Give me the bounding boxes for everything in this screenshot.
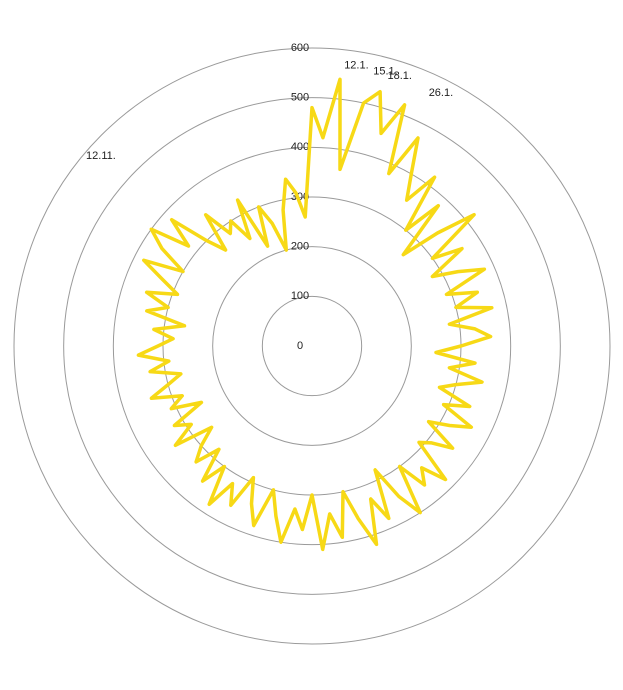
angle-label: 18.1. <box>388 70 412 82</box>
angle-label: 15.1. <box>373 66 397 78</box>
angle-label: 12.11. <box>86 150 116 162</box>
data-line <box>136 77 494 552</box>
grid-circle <box>63 97 561 595</box>
r-tick-label: 500 <box>291 92 309 104</box>
grid-circle <box>261 295 363 397</box>
r-tick-label: 0 <box>297 340 303 352</box>
r-tick-label: 100 <box>291 290 309 302</box>
grid-circle <box>13 47 611 645</box>
grid-circle <box>212 246 412 446</box>
angle-label: 12.1. <box>344 59 368 71</box>
angle-label: 26.1. <box>429 87 453 99</box>
r-tick-label: 600 <box>291 42 309 54</box>
r-tick-label: 200 <box>291 241 309 253</box>
grid-circle <box>112 146 512 546</box>
r-tick-label: 400 <box>291 141 309 153</box>
